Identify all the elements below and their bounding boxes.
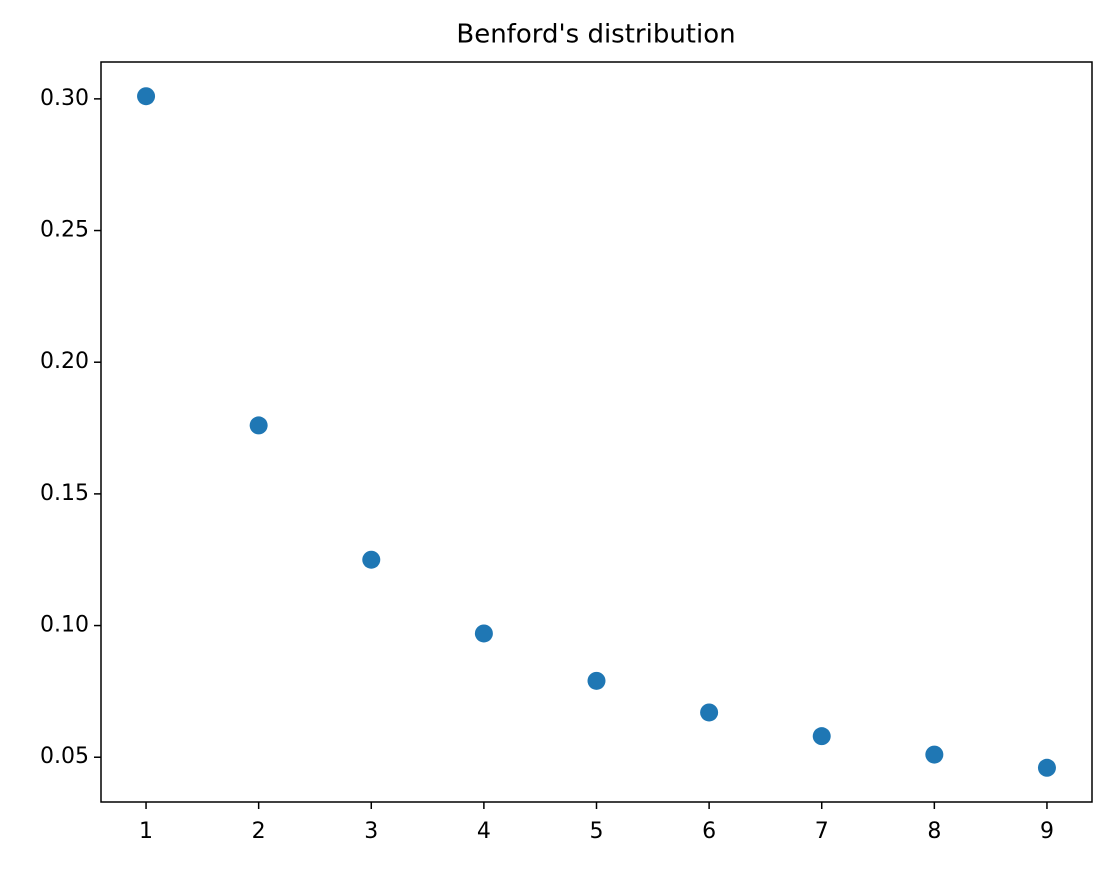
x-tick-label: 7: [815, 819, 829, 844]
x-tick-label: 6: [702, 819, 716, 844]
y-tick-label: 0.15: [40, 481, 89, 506]
y-tick-label: 0.10: [40, 613, 89, 638]
chart-title: Benford's distribution: [456, 20, 735, 50]
x-tick-label: 3: [364, 819, 378, 844]
point: [474, 624, 493, 643]
point: [362, 550, 381, 569]
point: [137, 87, 156, 106]
x-tick-label: 2: [252, 819, 266, 844]
x-tick-label: 9: [1040, 819, 1054, 844]
y-tick-label: 0.05: [40, 744, 89, 769]
y-tick-label: 0.25: [40, 218, 89, 243]
point: [925, 745, 944, 764]
point: [587, 671, 606, 690]
y-tick-label: 0.30: [40, 86, 89, 111]
y-tick-label: 0.20: [40, 349, 89, 374]
x-tick-label: 5: [590, 819, 604, 844]
point: [700, 703, 719, 722]
x-tick-label: 8: [927, 819, 941, 844]
plot-frame: [100, 61, 1093, 803]
x-tick-label: 4: [477, 819, 491, 844]
x-tick-label: 1: [139, 819, 153, 844]
point: [1037, 758, 1056, 777]
point: [249, 416, 268, 435]
point: [812, 727, 831, 746]
